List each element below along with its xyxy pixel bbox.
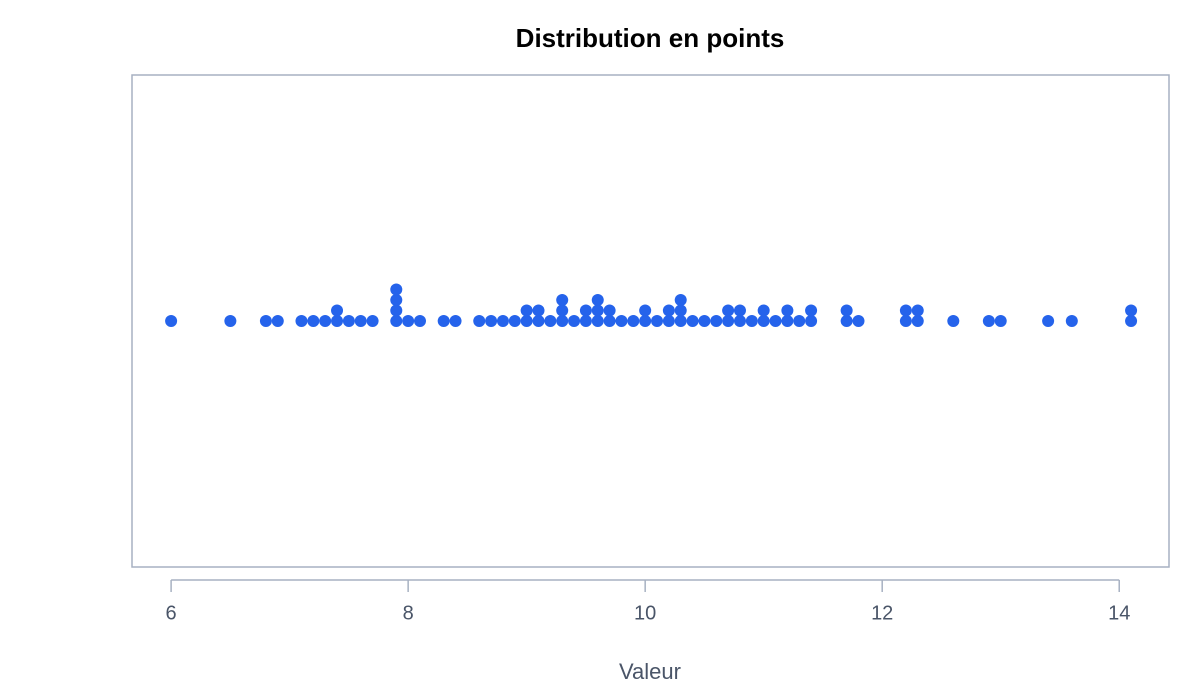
dot: [556, 315, 569, 327]
dot: [390, 294, 403, 306]
dot: [354, 315, 367, 327]
dot: [496, 315, 509, 327]
dot: [520, 304, 533, 317]
dot: [319, 315, 332, 327]
x-axis-label: Valeur: [619, 659, 681, 684]
dot: [532, 315, 545, 327]
dot: [710, 315, 723, 327]
dot: [840, 315, 853, 327]
dot: [852, 315, 865, 327]
dot: [757, 304, 770, 317]
dot: [331, 315, 344, 327]
dot: [805, 315, 818, 327]
dot: [556, 304, 569, 317]
dot: [722, 315, 735, 327]
dot: [698, 315, 711, 327]
dot: [165, 315, 178, 327]
dot: [259, 315, 272, 327]
dot: [544, 315, 557, 327]
x-tick-label: 12: [871, 602, 893, 624]
dot: [793, 315, 806, 327]
dot: [568, 315, 581, 327]
dot: [994, 315, 1007, 327]
dot: [615, 315, 628, 327]
dot: [805, 304, 818, 317]
dot: [639, 315, 652, 327]
dot: [449, 315, 462, 327]
dot: [366, 315, 379, 327]
dot: [402, 315, 415, 327]
dot: [390, 283, 403, 296]
dot: [911, 315, 924, 327]
dot: [674, 304, 687, 317]
dot: [947, 315, 960, 327]
dot: [1042, 315, 1055, 327]
dot: [627, 315, 640, 327]
dot: [556, 294, 569, 306]
dot: [307, 315, 320, 327]
dot: [295, 315, 308, 327]
dot: [520, 315, 533, 327]
dot: [651, 315, 664, 327]
dot: [1065, 315, 1078, 327]
x-tick-label: 10: [634, 602, 656, 624]
dot: [591, 315, 604, 327]
dot: [271, 315, 284, 327]
dot: [437, 315, 450, 327]
dot: [485, 315, 498, 327]
dot: [899, 304, 912, 317]
dot: [603, 304, 616, 317]
dot: [413, 315, 426, 327]
dot: [1125, 304, 1138, 317]
x-tick-label: 14: [1108, 602, 1130, 624]
dot: [591, 304, 604, 317]
dot: [508, 315, 521, 327]
dot: [781, 304, 794, 317]
dot: [745, 315, 758, 327]
dot: [579, 304, 592, 317]
dot: [224, 315, 237, 327]
dot: [473, 315, 486, 327]
chart-title: Distribution en points: [516, 23, 785, 53]
x-tick-label: 8: [403, 602, 414, 624]
dot: [674, 294, 687, 306]
dot: [686, 315, 699, 327]
dot: [639, 304, 652, 317]
dot: [1125, 315, 1138, 327]
dot: [674, 315, 687, 327]
dot: [982, 315, 995, 327]
dot: [733, 304, 746, 317]
dot: [733, 315, 746, 327]
dot: [342, 315, 355, 327]
dot: [591, 294, 604, 306]
dot: [899, 315, 912, 327]
dot: [579, 315, 592, 327]
dot: [911, 304, 924, 317]
dot: [331, 304, 344, 317]
dot: [722, 304, 735, 317]
dot: [769, 315, 782, 327]
dot: [532, 304, 545, 317]
plot-frame: [131, 74, 1170, 568]
dot: [390, 315, 403, 327]
dot: [390, 304, 403, 317]
dot: [840, 304, 853, 317]
x-tick-label: 6: [166, 602, 177, 624]
dot: [603, 315, 616, 327]
dot: [757, 315, 770, 327]
dot: [781, 315, 794, 327]
dot: [662, 315, 675, 327]
dot: [662, 304, 675, 317]
